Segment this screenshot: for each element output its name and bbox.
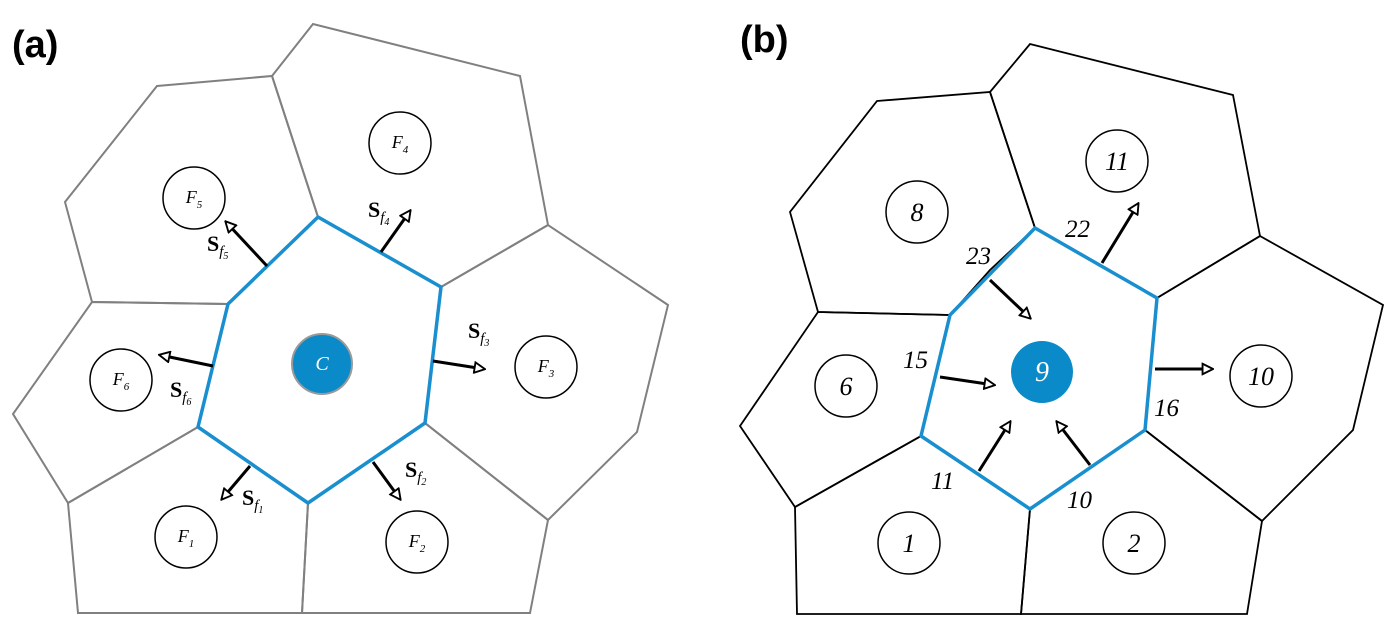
face-label-23: 23 — [966, 243, 991, 270]
label-sf1: Sf1 — [242, 485, 263, 516]
svg-text:1: 1 — [903, 529, 916, 558]
center-node-b: 9 — [1011, 341, 1073, 403]
neighbor-node-2: 2 — [1102, 511, 1166, 575]
svg-text:F5: F5 — [185, 187, 203, 211]
svg-text:2: 2 — [1128, 529, 1141, 558]
label-sf5: Sf5 — [207, 231, 228, 262]
svg-text:F1: F1 — [177, 526, 195, 550]
arrow-face-23 — [988, 278, 1030, 318]
neighbor-node-10: 10 — [1229, 344, 1293, 408]
neighbor-node-11: 11 — [1085, 129, 1149, 193]
face-label-10: 10 — [1067, 487, 1093, 514]
svg-text:11: 11 — [1105, 147, 1129, 176]
neighbor-node-f5: F5 — [162, 166, 226, 230]
panel-a-cells — [11, 22, 670, 614]
neighbor-node-6: 6 — [814, 354, 878, 418]
svg-text:F4: F4 — [391, 132, 409, 156]
face-arrows-b — [939, 204, 1212, 472]
svg-text:F3: F3 — [537, 356, 555, 380]
arrow-sf6 — [160, 355, 214, 368]
central-cell-a — [196, 215, 443, 505]
neighbor-node-f2: F2 — [385, 510, 449, 574]
label-sf4: Sf4 — [368, 197, 389, 228]
face-label-16: 16 — [1154, 395, 1180, 422]
cell-6 — [738, 311, 952, 509]
surface-vector-labels-a: Sf1 Sf2 Sf3 Sf4 Sf5 Sf6 — [170, 197, 489, 516]
arrow-sf5 — [226, 222, 269, 268]
arrow-sf3 — [432, 359, 484, 369]
center-label-9: 9 — [1035, 357, 1049, 388]
panel-b-label: (b) — [740, 19, 789, 61]
face-label-22: 22 — [1065, 216, 1090, 243]
arrow-face-10 — [1057, 422, 1092, 466]
face-label-15: 15 — [903, 347, 928, 374]
neighbor-node-8: 8 — [885, 180, 949, 244]
face-labels-b: 11 10 16 22 23 15 — [903, 216, 1180, 514]
neighbor-node-f1: F1 — [154, 505, 218, 569]
panel-b-cells — [738, 42, 1385, 615]
central-cell-b — [919, 226, 1159, 511]
panel-b: (b) 9 1 2 10 11 — [738, 19, 1385, 615]
panel-a-label: (a) — [12, 24, 58, 66]
arrow-sf4 — [379, 211, 410, 253]
neighbor-node-1: 1 — [877, 511, 941, 575]
arrow-face-22 — [1100, 204, 1138, 264]
cell-f6 — [11, 300, 230, 505]
arrow-sf1 — [222, 465, 252, 499]
neighbor-node-f4: F4 — [368, 111, 432, 175]
arrow-face-11 — [977, 422, 1010, 472]
svg-text:F2: F2 — [408, 531, 426, 555]
neighbor-node-f6: F6 — [89, 348, 153, 412]
panel-a: (a) C F1 F2 F3 F4 — [11, 22, 670, 614]
svg-text:8: 8 — [911, 198, 924, 227]
label-sf2: Sf2 — [405, 457, 426, 488]
svg-text:F6: F6 — [112, 369, 130, 393]
label-sf6: Sf6 — [170, 377, 191, 408]
label-sf3: Sf3 — [468, 318, 489, 349]
surface-vector-arrows-a — [160, 211, 484, 499]
arrow-sf2 — [371, 461, 400, 499]
svg-text:6: 6 — [840, 372, 853, 401]
center-label-c: C — [315, 353, 329, 375]
face-label-11: 11 — [931, 468, 954, 495]
arrow-face-15 — [939, 375, 994, 385]
neighbor-node-f3: F3 — [514, 335, 578, 399]
svg-text:10: 10 — [1248, 362, 1274, 391]
center-node-a: C — [291, 333, 353, 395]
